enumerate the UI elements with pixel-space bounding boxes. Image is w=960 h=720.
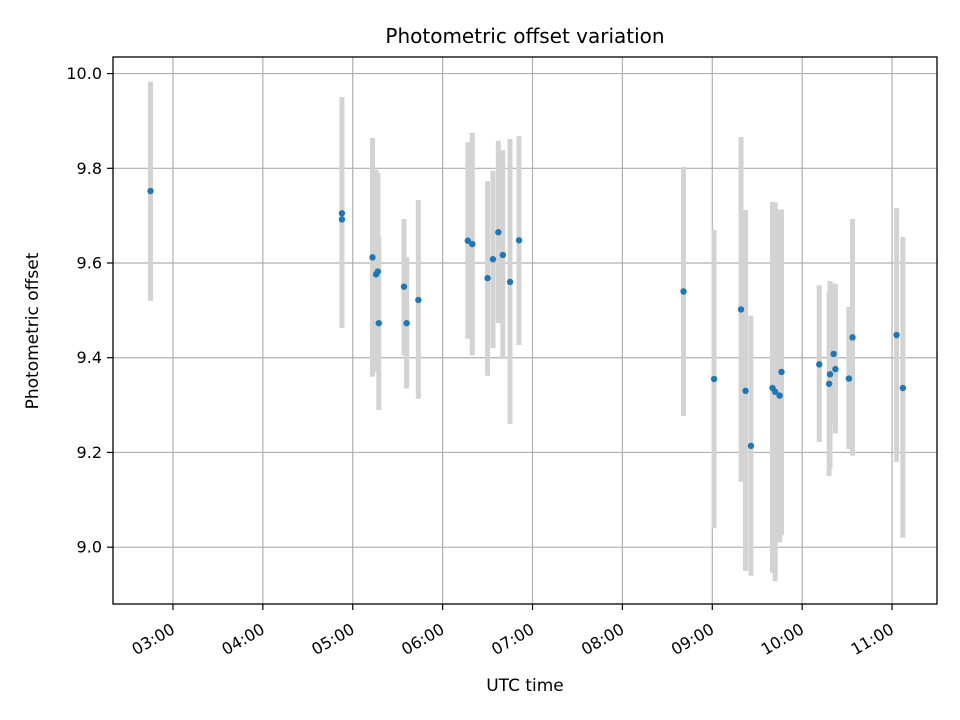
data-point — [680, 288, 687, 295]
data-point — [400, 283, 408, 290]
data-point — [415, 296, 422, 304]
data-point — [845, 375, 853, 382]
data-point — [899, 384, 907, 392]
data-point — [849, 334, 856, 341]
data-point — [495, 229, 502, 236]
data-point — [778, 368, 785, 376]
data-point — [830, 350, 837, 358]
data-point — [825, 380, 833, 387]
y-tick-label: 9.6 — [77, 254, 102, 273]
y-tick-label: 9.2 — [77, 443, 102, 462]
data-point — [826, 371, 834, 378]
data-point — [893, 331, 900, 339]
data-point — [403, 319, 410, 327]
data-point — [375, 319, 382, 327]
data-point — [464, 237, 471, 244]
plot-area-frame — [112, 56, 938, 605]
data-point — [832, 365, 839, 373]
y-tick-label: 9.8 — [77, 159, 102, 178]
data-point — [338, 210, 346, 217]
data-point — [737, 306, 745, 313]
data-point — [772, 388, 779, 396]
x-axis-title: UTC time — [486, 676, 564, 696]
data-point — [515, 237, 523, 244]
data-point — [710, 375, 718, 383]
data-points — [147, 187, 907, 450]
data-point — [816, 361, 823, 368]
data-point — [742, 387, 749, 395]
data-point — [499, 251, 507, 259]
data-point — [374, 268, 382, 275]
data-point — [776, 392, 783, 399]
data-point — [338, 216, 346, 223]
y-axis: 9.0 9.2 9.4 9.6 9.8 10.0 — [66, 64, 113, 557]
data-point — [489, 256, 497, 263]
data-point — [147, 187, 154, 195]
data-point — [469, 240, 476, 248]
data-point — [484, 274, 491, 282]
y-axis-title: Photometric offset — [23, 252, 43, 409]
chart-title: Photometric offset variation — [385, 24, 664, 48]
data-point — [506, 278, 514, 286]
grid — [113, 57, 937, 604]
y-tick-label: 9.4 — [77, 348, 102, 367]
y-tick-label: 9.0 — [77, 538, 102, 557]
data-point — [747, 442, 755, 450]
y-tick-label: 10.0 — [66, 64, 102, 83]
data-point — [369, 254, 376, 261]
